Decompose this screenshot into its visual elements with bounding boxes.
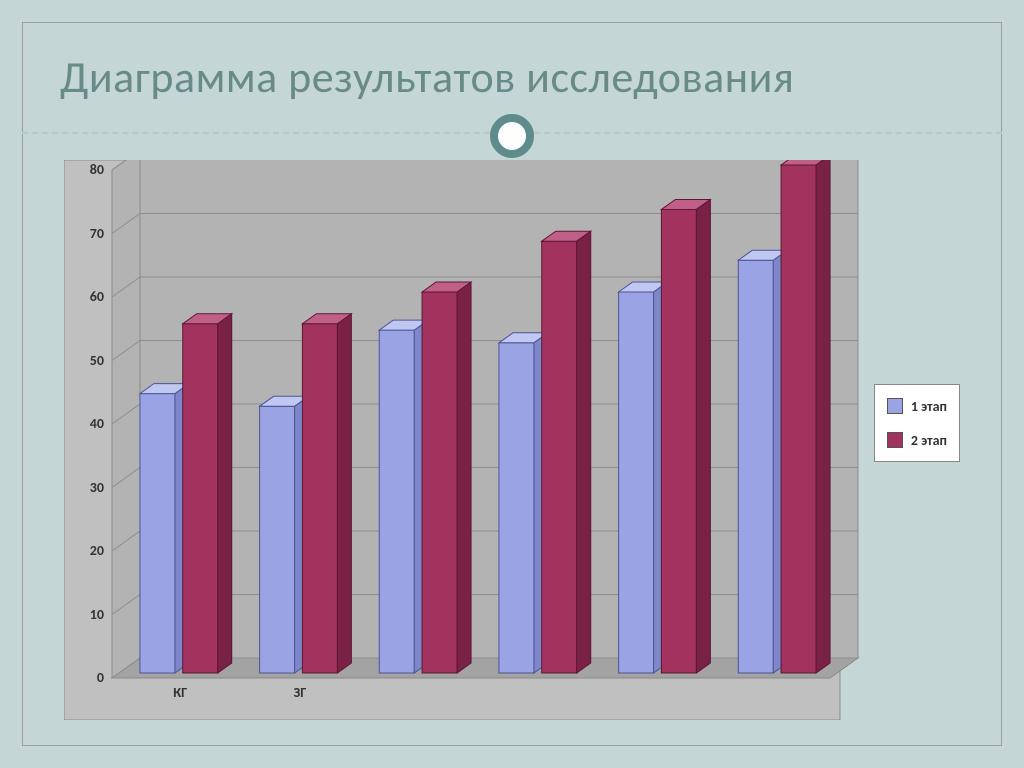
category-label: КГ — [173, 684, 187, 701]
slide: Диаграмма результатов исследования 1 эта… — [0, 0, 1024, 768]
legend: 1 этап 2 этап — [874, 384, 960, 462]
legend-swatch — [887, 432, 903, 448]
y-tick-label: 70 — [90, 225, 104, 242]
category-label: ЗГ — [293, 684, 306, 701]
y-tick-label: 40 — [90, 415, 104, 432]
legend-swatch — [887, 398, 903, 414]
y-tick-label: 20 — [90, 542, 104, 559]
y-tick-label: 30 — [90, 479, 104, 496]
y-tick-label: 0 — [97, 669, 104, 686]
y-tick-label: 60 — [90, 288, 104, 305]
chart-svg — [64, 160, 960, 720]
legend-item: 1 этап — [887, 395, 947, 417]
ring-icon — [490, 114, 534, 158]
y-tick-label: 50 — [90, 352, 104, 369]
y-tick-label: 80 — [90, 161, 104, 178]
legend-label: 1 этап — [911, 398, 947, 415]
y-tick-label: 10 — [90, 606, 104, 623]
legend-item: 2 этап — [887, 429, 947, 451]
bar-chart: 1 этап 2 этап 0 10 20 30 40 50 60 70 80 КГ ЗГ — [64, 160, 960, 720]
page-title: Диаграмма результатов исследования — [60, 50, 794, 104]
legend-label: 2 этап — [911, 432, 947, 449]
